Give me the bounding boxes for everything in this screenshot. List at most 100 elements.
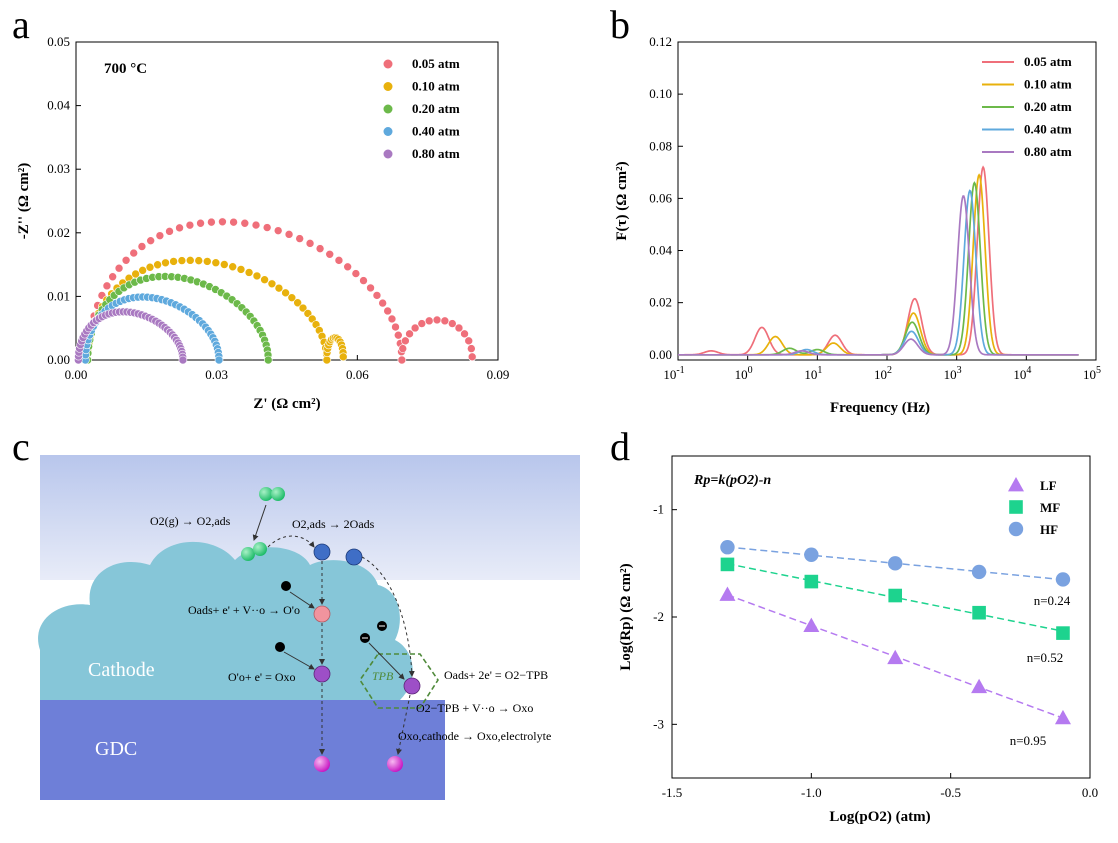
chart-d-fit-label-HF: n=0.24	[1034, 593, 1071, 608]
chart-a-point-005	[424, 316, 434, 326]
chart-b-legend-label: 0.80 atm	[1024, 144, 1072, 159]
chart-a-point-005	[351, 269, 361, 278]
chart-a-legend-label: 0.20 atm	[412, 101, 460, 116]
o-ads-atom-1	[313, 543, 331, 561]
chart-d-ytick-label: -1	[653, 502, 664, 517]
chart-a-point-010	[338, 352, 348, 362]
chart-d-point-HF	[888, 556, 903, 571]
pathway-tpb-electrolyte	[396, 694, 411, 755]
chart-d: -1.5 -1.0 -0.5 0.0 -1 -2 -3 n=0.95 n=0.52 n=0.24…	[618, 455, 1098, 825]
chart-a-point-005	[401, 336, 410, 346]
chart-a-legend-marker	[383, 82, 393, 91]
chart-a-point-005	[196, 218, 205, 228]
o2-adsorb-arrow	[252, 504, 267, 541]
chart-a-legend-label: 0.10 atm	[412, 79, 460, 94]
chart-a-points	[74, 217, 477, 365]
chart-a-ytick-label: 0.02	[47, 225, 70, 240]
chart-b-ytick-label: 0.04	[649, 243, 672, 258]
o-lattice-atom	[313, 665, 331, 683]
chart-a-point-010	[202, 257, 212, 266]
chart-a-point-005	[343, 262, 352, 272]
o-ads-atom-2	[345, 548, 363, 566]
chart-a-point-005	[185, 220, 195, 230]
chart-a-point-010	[293, 298, 302, 308]
chart-a: 0.00 0.03 0.06 0.09 0.00 0.01 0.02 0.03 0.04 0.05…	[16, 34, 509, 412]
chart-d-legend-marker	[1008, 521, 1024, 537]
panel-label-d: d	[610, 424, 630, 469]
chart-d-frame	[671, 455, 1091, 779]
tpb-label: TPB	[372, 669, 394, 683]
chart-d-point-HF	[804, 547, 819, 562]
gdc-label: GDC	[95, 738, 137, 760]
chart-b-ytick-label: 0.06	[649, 190, 672, 205]
cathode-label: Cathode	[88, 659, 155, 681]
panel-label-c: c	[12, 424, 30, 469]
tpb-hexagon	[359, 653, 439, 709]
chart-a-point-005	[129, 248, 139, 258]
chart-a-point-005	[464, 336, 474, 346]
chart-a-point-005	[305, 239, 315, 248]
chart-a-point-005	[467, 352, 477, 362]
chart-b-ticks: 10-1 100 101 102 103 104 105 0.00 0.02 0.04 0.06 0.…	[649, 34, 1101, 382]
schematic-c: Cathode GDC TPB	[38, 455, 580, 800]
chart-a-point-005	[378, 298, 387, 308]
chart-a-legend: 0.05 atm 0.10 atm 0.20 atm 0.40 atm 0.80 atm	[383, 56, 460, 161]
chart-a-ytick-label: 0.03	[47, 161, 70, 176]
chart-a-point-010	[211, 258, 221, 268]
chart-a-point-005	[405, 329, 414, 339]
equation-o-reduction-1: Oads+ e' + V··o → O'o	[188, 603, 300, 617]
chart-b-lines	[678, 165, 1079, 356]
pathway-ads-dissociation	[267, 535, 315, 548]
chart-a-point-005	[440, 316, 450, 326]
chart-d-point-MF	[804, 574, 819, 589]
chart-a-legend-marker	[383, 104, 393, 114]
chart-b-xtick-label: 105	[1083, 365, 1101, 382]
chart-a-point-005	[175, 223, 184, 233]
o-surface-atom	[313, 605, 331, 623]
chart-a-point-005	[372, 291, 382, 300]
gdc-electrolyte	[40, 700, 445, 800]
chart-b-ytick-label: 0.08	[649, 138, 672, 153]
chart-a-point-005	[448, 319, 457, 328]
chart-a-point-010	[161, 258, 170, 268]
chart-a-point-010	[138, 266, 147, 275]
chart-a-point-010	[298, 303, 308, 313]
chart-d-ticks: -1.5 -1.0 -0.5 0.0 -1 -2 -3	[653, 502, 1098, 800]
chart-d-formula: Rp=k(pO2)-n	[693, 473, 771, 488]
chart-b-line-020	[678, 181, 1079, 356]
chart-a-point-010	[287, 293, 297, 302]
chart-a-legend-label: 0.05 atm	[412, 56, 460, 71]
equation-o2-dissociation: O2,ads → 2Oads	[292, 517, 375, 531]
chart-b-legend-label: 0.05 atm	[1024, 54, 1072, 69]
chart-a-point-010	[169, 257, 178, 266]
chart-b-line-080	[678, 195, 1079, 356]
chart-d-point-HF	[1055, 572, 1071, 587]
o-electrolyte-atom-2	[387, 756, 403, 772]
chart-a-point-005	[417, 319, 427, 328]
o2-gas-molecule-right	[271, 487, 285, 501]
chart-a-frame	[75, 41, 499, 361]
chart-d-point-MF	[720, 557, 735, 572]
chart-a-point-005	[240, 218, 250, 228]
o-electrolyte-atom-1	[314, 756, 330, 772]
chart-a-point-010	[267, 279, 277, 289]
chart-a-point-005	[315, 244, 325, 253]
chart-a-point-010	[228, 262, 238, 272]
chart-a-point-010	[322, 355, 332, 365]
electron-arrow-3	[368, 642, 405, 680]
electron-arrow-1	[289, 591, 315, 609]
chart-a-point-010	[153, 260, 162, 270]
chart-a-point-005	[325, 249, 335, 259]
chart-b-ytick-label: 0.10	[649, 86, 672, 101]
electron-arrow-2	[283, 651, 315, 670]
chart-a-legend-marker	[383, 127, 393, 136]
chart-d-ylabel: Log(Rp) (Ω cm²)	[618, 563, 634, 670]
chart-b: 10-1 100 101 102 103 104 105 0.00 0.02 0.04 0.06 0.…	[614, 34, 1101, 416]
chart-a-ylabel: -Z'' (Ω cm²)	[16, 163, 32, 240]
chart-d-fit-label-LF: n=0.95	[1010, 733, 1047, 748]
o2-ads-molecule-right	[253, 542, 267, 556]
chart-a-point-005	[398, 344, 408, 353]
chart-a-point-005	[383, 306, 392, 316]
chart-d-fit-label-MF: n=0.52	[1027, 650, 1064, 665]
chart-b-ylabel: F(τ) (Ω cm²)	[614, 161, 630, 240]
